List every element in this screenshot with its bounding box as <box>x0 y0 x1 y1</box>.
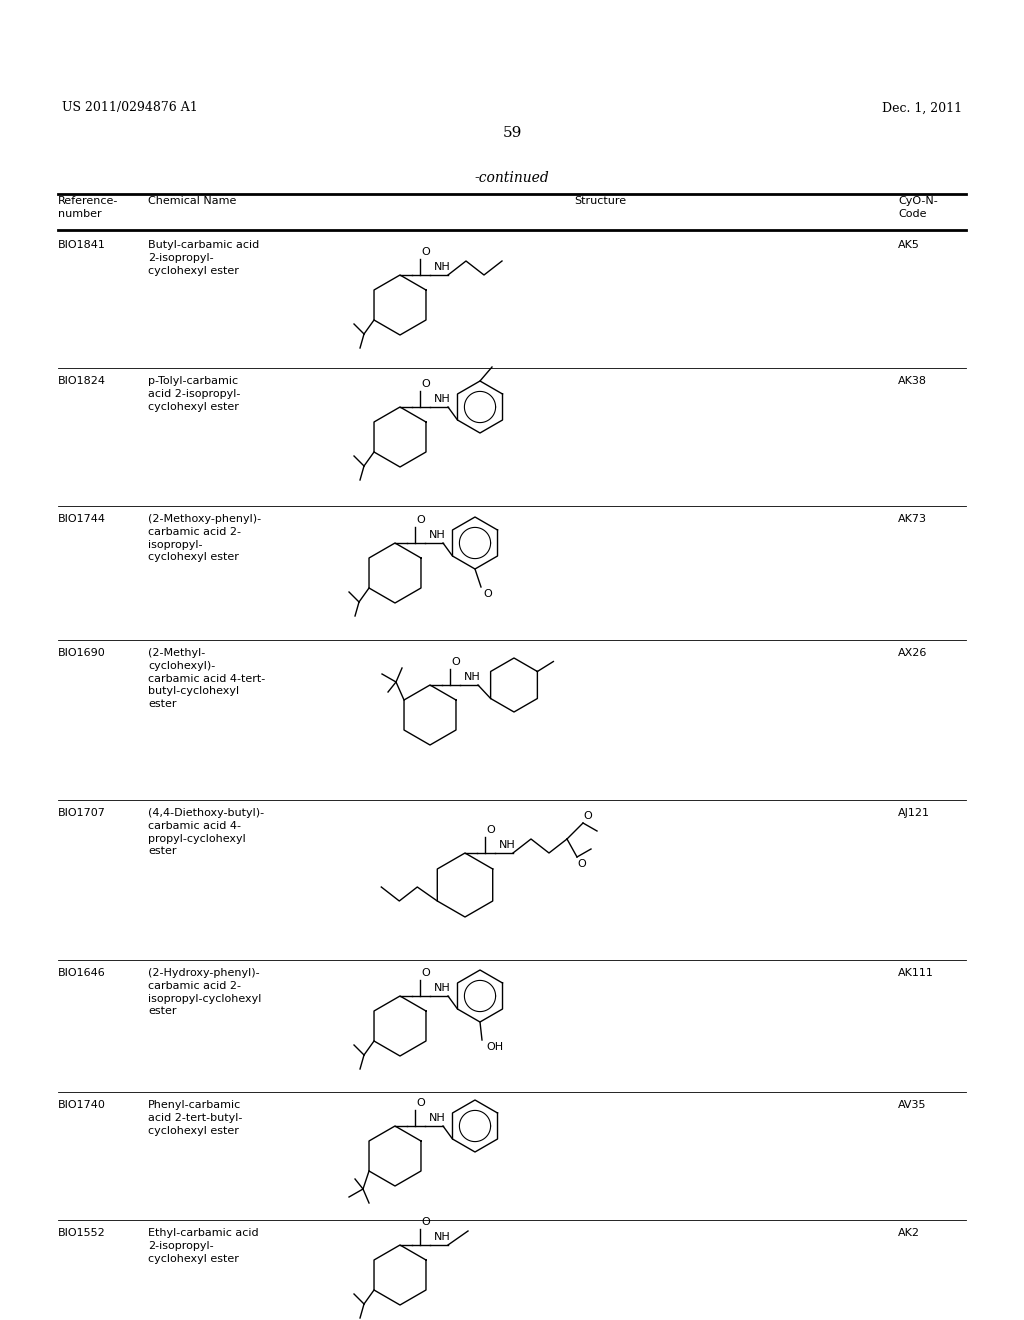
Text: O: O <box>421 1217 430 1228</box>
Text: Ethyl-carbamic acid
2-isopropyl-
cyclohexyl ester: Ethyl-carbamic acid 2-isopropyl- cyclohe… <box>148 1228 259 1263</box>
Text: BIO1740: BIO1740 <box>58 1100 105 1110</box>
Text: O: O <box>421 968 430 978</box>
Text: AK73: AK73 <box>898 513 927 524</box>
Text: BIO1841: BIO1841 <box>58 240 105 249</box>
Text: O: O <box>483 589 492 599</box>
Text: BIO1690: BIO1690 <box>58 648 105 657</box>
Text: O: O <box>421 379 430 389</box>
Text: AX26: AX26 <box>898 648 928 657</box>
Text: BIO1552: BIO1552 <box>58 1228 105 1238</box>
Text: AK38: AK38 <box>898 376 927 385</box>
Text: AK111: AK111 <box>898 968 934 978</box>
Text: O: O <box>583 810 592 821</box>
Text: NH: NH <box>434 983 451 993</box>
Text: NH: NH <box>434 261 451 272</box>
Text: O: O <box>416 515 425 525</box>
Text: Reference-
number: Reference- number <box>58 195 119 219</box>
Text: Chemical Name: Chemical Name <box>148 195 237 206</box>
Text: p-Tolyl-carbamic
acid 2-isopropyl-
cyclohexyl ester: p-Tolyl-carbamic acid 2-isopropyl- cyclo… <box>148 376 241 412</box>
Text: NH: NH <box>434 1232 451 1242</box>
Text: AK2: AK2 <box>898 1228 920 1238</box>
Text: CyO-N-
Code: CyO-N- Code <box>898 195 938 219</box>
Text: (2-Methyl-
cyclohexyl)-
carbamic acid 4-tert-
butyl-cyclohexyl
ester: (2-Methyl- cyclohexyl)- carbamic acid 4-… <box>148 648 265 709</box>
Text: -continued: -continued <box>475 172 549 185</box>
Text: AJ121: AJ121 <box>898 808 930 818</box>
Text: NH: NH <box>429 531 445 540</box>
Text: AV35: AV35 <box>898 1100 927 1110</box>
Text: O: O <box>451 657 460 667</box>
Text: Phenyl-carbamic
acid 2-tert-butyl-
cyclohexyl ester: Phenyl-carbamic acid 2-tert-butyl- cyclo… <box>148 1100 243 1135</box>
Text: BIO1646: BIO1646 <box>58 968 105 978</box>
Text: BIO1824: BIO1824 <box>58 376 106 385</box>
Text: (4,4-Diethoxy-butyl)-
carbamic acid 4-
propyl-cyclohexyl
ester: (4,4-Diethoxy-butyl)- carbamic acid 4- p… <box>148 808 264 857</box>
Text: (2-Methoxy-phenyl)-
carbamic acid 2-
isopropyl-
cyclohexyl ester: (2-Methoxy-phenyl)- carbamic acid 2- iso… <box>148 513 261 562</box>
Text: O: O <box>421 247 430 257</box>
Text: NH: NH <box>499 840 516 850</box>
Text: BIO1744: BIO1744 <box>58 513 106 524</box>
Text: AK5: AK5 <box>898 240 920 249</box>
Text: Dec. 1, 2011: Dec. 1, 2011 <box>882 102 962 115</box>
Text: Structure: Structure <box>573 195 626 206</box>
Text: (2-Hydroxy-phenyl)-
carbamic acid 2-
isopropyl-cyclohexyl
ester: (2-Hydroxy-phenyl)- carbamic acid 2- iso… <box>148 968 261 1016</box>
Text: NH: NH <box>434 393 451 404</box>
Text: OH: OH <box>486 1041 503 1052</box>
Text: NH: NH <box>429 1113 445 1123</box>
Text: O: O <box>577 859 586 869</box>
Text: BIO1707: BIO1707 <box>58 808 105 818</box>
Text: O: O <box>486 825 495 836</box>
Text: O: O <box>416 1098 425 1107</box>
Text: Butyl-carbamic acid
2-isopropyl-
cyclohexyl ester: Butyl-carbamic acid 2-isopropyl- cyclohe… <box>148 240 259 276</box>
Text: NH: NH <box>464 672 480 682</box>
Text: 59: 59 <box>503 125 521 140</box>
Text: US 2011/0294876 A1: US 2011/0294876 A1 <box>62 102 198 115</box>
